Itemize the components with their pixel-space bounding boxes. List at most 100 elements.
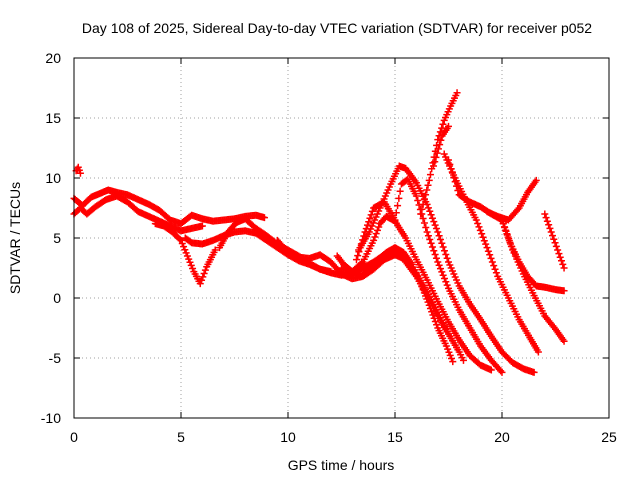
y-tick-label: -5 — [49, 350, 62, 366]
data-point — [447, 165, 455, 173]
data-point — [447, 354, 455, 362]
series-sat-d — [151, 220, 219, 288]
data-point — [442, 278, 450, 286]
x-tick-label: 20 — [494, 429, 510, 445]
data-point — [482, 240, 490, 248]
data-point — [549, 232, 557, 240]
y-tick-label: 15 — [45, 110, 61, 126]
data-point — [487, 366, 495, 374]
data-point — [187, 261, 195, 269]
data-point — [422, 191, 430, 199]
data-point — [418, 283, 426, 291]
data-point — [472, 216, 480, 224]
data-point — [560, 287, 568, 295]
data-point — [423, 228, 431, 236]
data-point — [186, 258, 194, 266]
data-point — [199, 273, 207, 281]
data-point — [196, 280, 204, 288]
data-point — [498, 368, 506, 376]
x-tick-label: 25 — [601, 429, 617, 445]
data-point — [492, 269, 500, 277]
data-point — [486, 251, 494, 259]
data-point — [431, 221, 439, 229]
data-point — [442, 342, 450, 350]
series-sat-a — [70, 186, 268, 228]
data-point — [182, 249, 190, 257]
data-point — [395, 194, 403, 202]
data-point — [503, 230, 511, 238]
data-point — [428, 308, 436, 316]
data-point — [476, 226, 484, 234]
chart-title: Day 108 of 2025, Sidereal Day-to-day VTE… — [82, 20, 592, 36]
data-point — [358, 259, 366, 267]
data-point — [181, 246, 189, 254]
data-point — [490, 262, 498, 270]
data-point — [475, 223, 483, 231]
data-point — [420, 196, 428, 204]
data-point — [436, 265, 444, 273]
data-point — [530, 368, 538, 376]
data-point — [505, 237, 513, 245]
data-marks — [70, 89, 568, 376]
data-point — [211, 246, 219, 254]
data-point — [453, 182, 461, 190]
data-point — [479, 233, 487, 241]
data-point — [412, 192, 420, 200]
data-point — [76, 169, 84, 177]
data-point — [365, 218, 373, 226]
data-point — [414, 197, 422, 204]
data-point — [430, 162, 438, 170]
data-point — [426, 236, 434, 243]
data-point — [551, 239, 559, 247]
data-point — [453, 89, 461, 97]
data-point — [396, 187, 404, 195]
data-point — [474, 219, 482, 227]
data-point — [436, 236, 444, 243]
data-point — [392, 209, 400, 217]
data-point — [373, 226, 381, 234]
data-point — [424, 232, 432, 240]
data-point — [425, 301, 433, 309]
data-point — [431, 317, 439, 325]
data-point — [449, 358, 457, 366]
data-point — [198, 276, 206, 284]
data-point — [451, 178, 459, 186]
data-point — [183, 252, 191, 260]
data-point — [432, 225, 440, 233]
data-point — [200, 270, 208, 278]
x-tick-label: 0 — [70, 429, 78, 445]
data-point — [450, 173, 458, 181]
data-point — [420, 289, 428, 297]
data-point — [430, 314, 438, 322]
y-tick-label: 5 — [53, 230, 61, 246]
data-point — [500, 223, 508, 231]
data-point — [366, 214, 374, 222]
y-tick-label: 0 — [53, 290, 61, 306]
data-point — [422, 292, 430, 300]
data-point — [439, 120, 447, 128]
axis-ticks: 0 5 10 15 20 25 -10 -5 0 5 10 15 20 — [41, 50, 617, 445]
x-tick-label: 15 — [387, 429, 403, 445]
y-tick-label: -10 — [41, 410, 61, 426]
data-point — [428, 214, 436, 222]
data-point — [426, 171, 434, 179]
data-point — [446, 160, 454, 168]
data-point — [542, 214, 550, 222]
x-tick-label: 10 — [280, 429, 296, 445]
data-point — [424, 204, 432, 212]
data-point — [514, 206, 522, 213]
data-point — [444, 345, 452, 353]
data-point — [488, 258, 496, 266]
x-tick-label: 5 — [177, 429, 185, 445]
data-point — [354, 252, 362, 260]
data-point — [417, 210, 425, 218]
data-point — [435, 261, 443, 269]
y-tick-label: 20 — [45, 50, 61, 66]
x-axis-label: GPS time / hours — [288, 457, 395, 473]
data-point — [178, 240, 186, 248]
data-point — [442, 251, 450, 258]
data-point — [552, 242, 560, 250]
y-axis-label: SDTVAR / TECUs — [7, 182, 23, 294]
data-point — [425, 176, 433, 184]
data-point — [432, 254, 440, 262]
